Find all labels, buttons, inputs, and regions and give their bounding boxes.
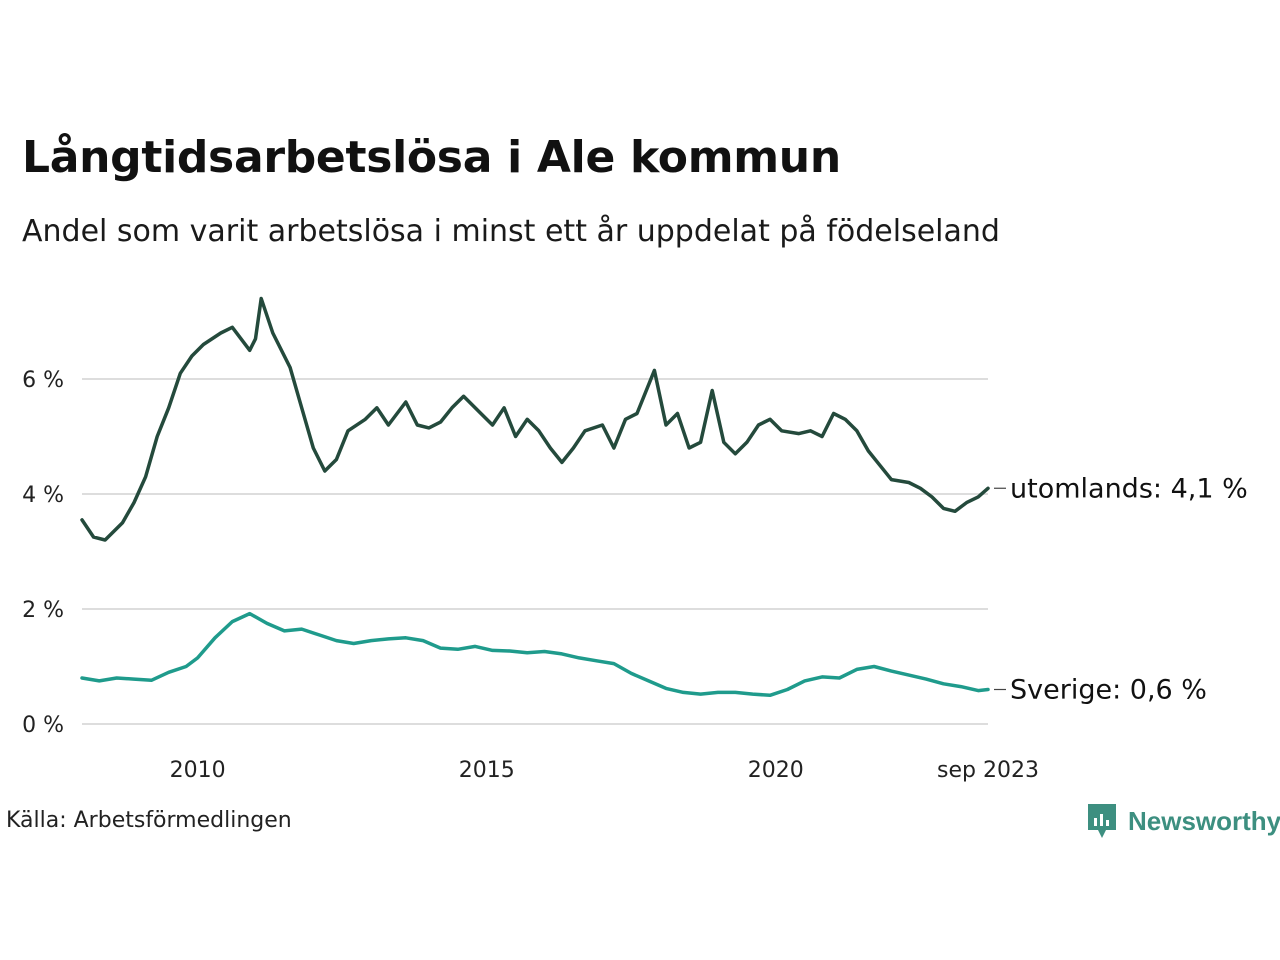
series-lines bbox=[80, 296, 990, 698]
x-tick-label: sep 2023 bbox=[937, 758, 1039, 783]
y-tick-label: 6 % bbox=[22, 368, 64, 393]
y-tick-label: 2 % bbox=[22, 598, 64, 623]
x-tick-label: 2020 bbox=[748, 758, 804, 783]
chart-subtitle: Andel som varit arbetslösa i minst ett å… bbox=[22, 214, 1000, 249]
y-tick-label: 4 % bbox=[22, 483, 64, 508]
series-line-sverige bbox=[80, 611, 990, 698]
chart-title: Långtidsarbetslösa i Ale kommun bbox=[22, 132, 841, 183]
x-tick-label: 2010 bbox=[170, 758, 226, 783]
end-label-sverige: Sverige: 0,6 % bbox=[1010, 675, 1207, 706]
gridlines bbox=[82, 378, 988, 725]
y-axis-ticks: 0 % 2 % 4 % 6 % bbox=[22, 368, 64, 738]
y-tick-label: 0 % bbox=[22, 713, 64, 738]
series-line-utomlands bbox=[80, 296, 990, 542]
x-axis-ticks: 2010 2015 2020 sep 2023 bbox=[170, 758, 1039, 783]
newsworthy-logo-icon bbox=[1088, 804, 1116, 838]
source-note: Källa: Arbetsförmedlingen bbox=[6, 808, 292, 833]
end-label-utomlands: utomlands: 4,1 % bbox=[1010, 473, 1248, 504]
brand-logo: Newsworthy bbox=[1086, 802, 1280, 840]
series-end-labels: utomlands: 4,1 % Sverige: 0,6 % bbox=[994, 473, 1248, 706]
brand-name: Newsworthy bbox=[1128, 805, 1280, 836]
x-tick-label: 2015 bbox=[459, 758, 515, 783]
